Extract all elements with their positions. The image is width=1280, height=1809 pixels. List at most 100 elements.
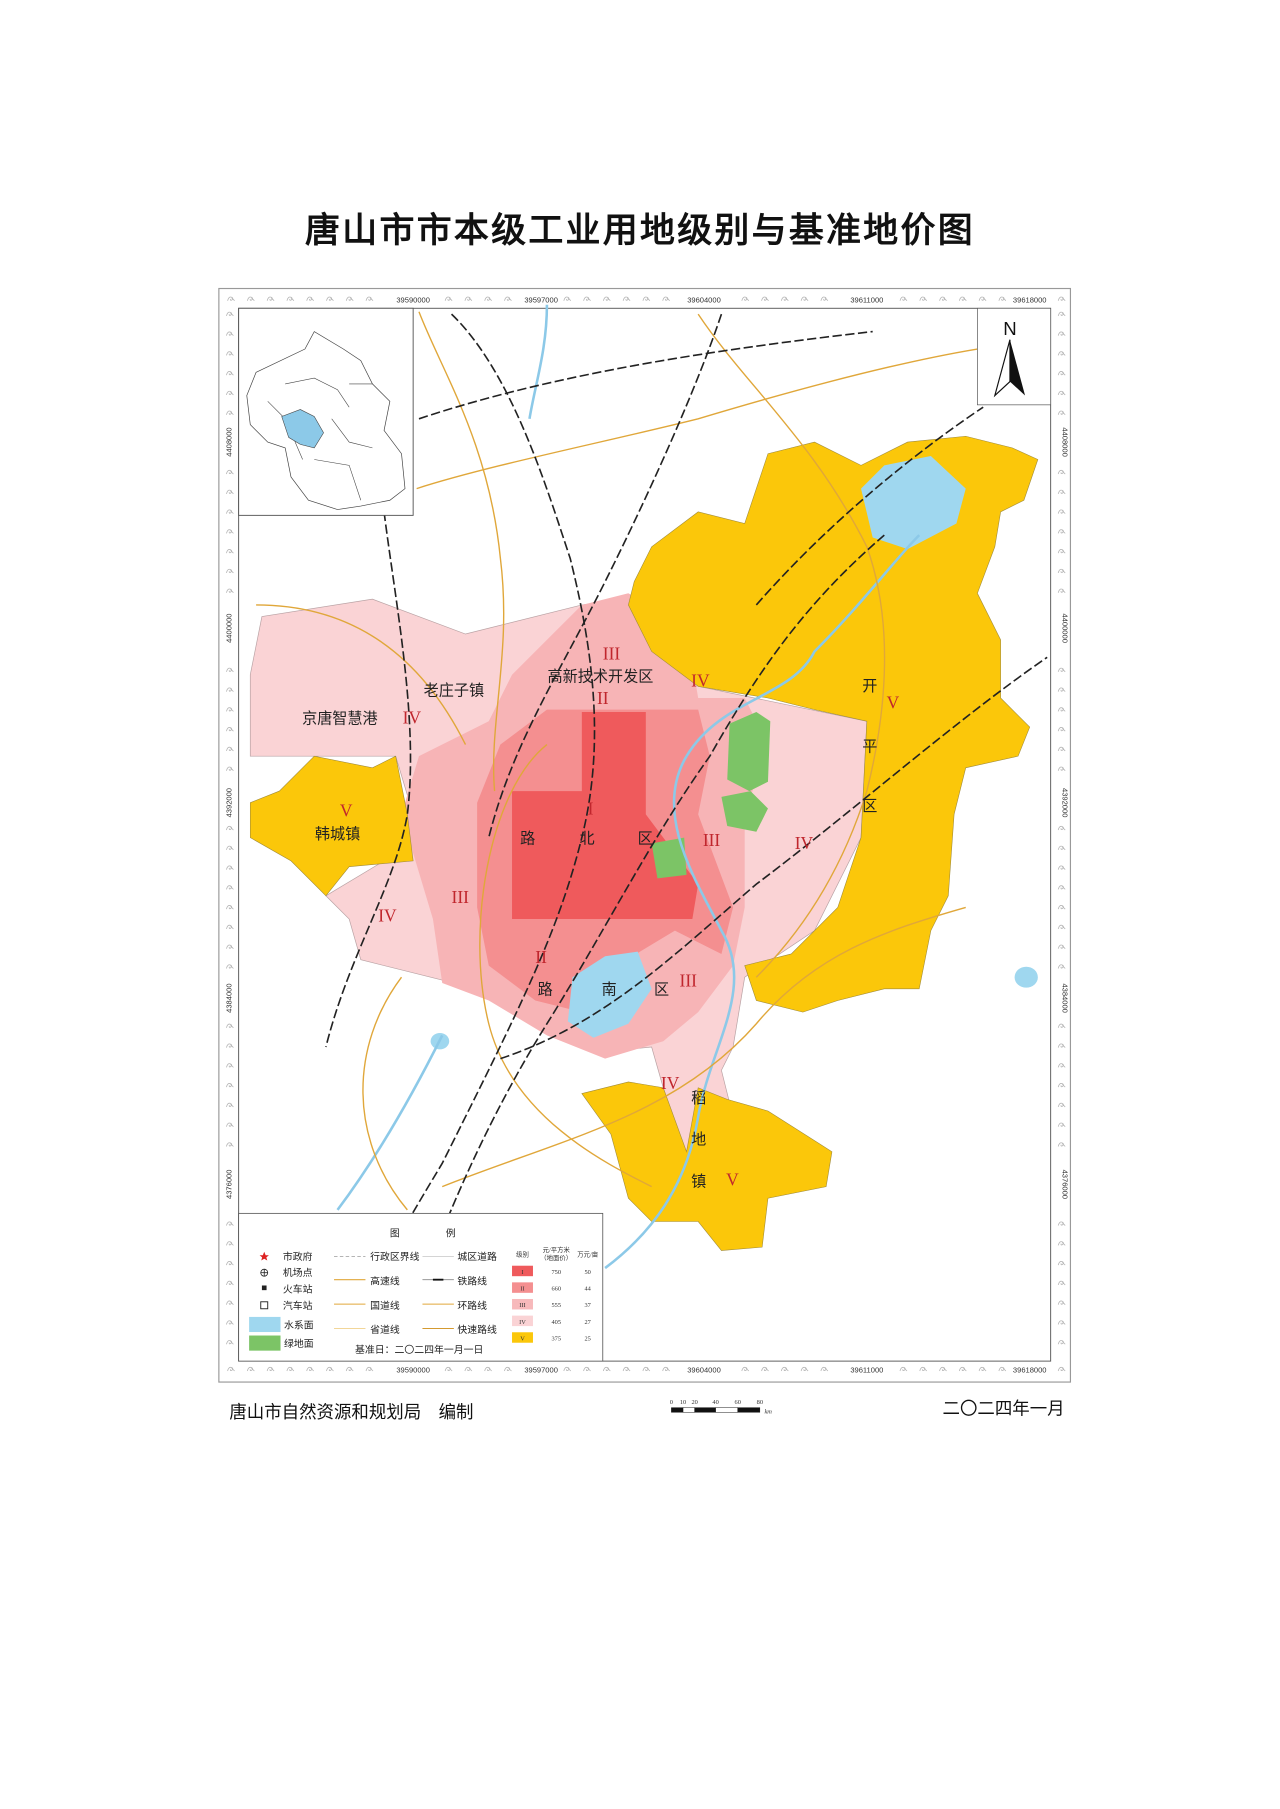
svg-text:高速线: 高速线 [370, 1274, 400, 1287]
grade-label: III [680, 971, 698, 991]
train-station-icon [261, 1285, 267, 1291]
border-ornament [226, 727, 234, 732]
border-ornament [1057, 1063, 1066, 1068]
border-ornament [1057, 1280, 1066, 1286]
svg-text:4408000: 4408000 [1060, 427, 1069, 456]
grade-V-zone-east [628, 435, 1039, 1013]
green-area [727, 711, 771, 792]
border-ornament [246, 1366, 255, 1372]
border-ornament [226, 1261, 234, 1266]
border-ornament [365, 1366, 374, 1372]
border-ornament [780, 1366, 789, 1372]
svg-text:（地面价）: （地面价） [540, 1253, 572, 1262]
border-ornament [1057, 1221, 1066, 1226]
border-ornament [1057, 1300, 1066, 1305]
border-ornament [662, 296, 670, 302]
grade-name: I [521, 1269, 523, 1276]
grade-swatch [512, 1298, 533, 1310]
border-ornament [226, 1043, 234, 1048]
green-area [721, 791, 768, 832]
border-ornament [464, 296, 473, 302]
border-ornament [1057, 1261, 1066, 1266]
border-ornament [820, 296, 829, 302]
highway [362, 976, 408, 1211]
green-area [651, 837, 687, 879]
river [336, 1034, 444, 1211]
svg-text:4392000: 4392000 [225, 788, 234, 817]
border-ornament [226, 667, 234, 673]
grade-swatch [512, 1282, 533, 1293]
border-ornament [226, 1280, 234, 1286]
border-ornament [563, 1366, 572, 1372]
border-ornament [226, 529, 234, 534]
svg-text:4376000: 4376000 [225, 1170, 234, 1199]
place-daodi-2: 地 [691, 1131, 706, 1149]
svg-text:快速路线: 快速路线 [457, 1323, 497, 1336]
north-arrow: N [977, 307, 1052, 406]
svg-text:级别: 级别 [516, 1249, 529, 1258]
grade-name: III [519, 1302, 525, 1309]
border-ornament [978, 296, 987, 302]
place-kaiping-3: 区 [862, 797, 877, 815]
river [528, 304, 549, 420]
border-ornament [1057, 371, 1066, 376]
border-ornament [1057, 1122, 1066, 1127]
svg-text:机场点: 机场点 [283, 1266, 313, 1279]
border-ornament [226, 1300, 234, 1305]
place-lubei-3: 区 [638, 829, 653, 847]
border-ornament [504, 1366, 512, 1372]
border-ornament [1057, 549, 1066, 554]
border-ornament [939, 1366, 947, 1372]
border-ornament [345, 296, 354, 302]
border-ornament [345, 1366, 354, 1372]
border-ornament [1057, 296, 1066, 302]
border-ornament [226, 1142, 234, 1147]
border-ornament [741, 296, 750, 302]
border-ornament [226, 1241, 234, 1246]
border-ornament [899, 1366, 908, 1372]
border-ornament [583, 296, 591, 302]
place-lunan-2: 南 [602, 981, 617, 999]
border-ornament [365, 296, 374, 302]
border-ornament [266, 296, 275, 302]
border-ornament [761, 1366, 769, 1372]
grade-price-mu: 50 [584, 1269, 590, 1276]
border-ornament [1057, 1102, 1066, 1108]
place-daodi-3: 镇 [691, 1173, 706, 1191]
border-ornament [1057, 1340, 1066, 1345]
border-ornament [444, 1366, 453, 1372]
border-ornament [226, 489, 234, 495]
border-ornament [1057, 944, 1066, 949]
north-label: N [1003, 318, 1016, 339]
grade-I-zone [512, 711, 699, 920]
grade-price-mu: 25 [584, 1335, 590, 1342]
border-ornament [602, 296, 611, 302]
border-ornament [622, 1366, 631, 1372]
grade-label: III [703, 830, 721, 850]
grade-swatch [512, 1332, 533, 1343]
base-date: 基准日：二〇二四年一月一日 [355, 1343, 483, 1356]
svg-text:火车站: 火车站 [283, 1282, 313, 1295]
map-body[interactable]: 京唐智慧港 老庄子镇 高新技术开发区 韩城镇 路 北 区 路 南 区 开 平 区… [249, 304, 1048, 1339]
svg-text:环路线: 环路线 [457, 1299, 487, 1312]
svg-text:国道线: 国道线 [370, 1299, 400, 1312]
airport-icon [260, 1268, 269, 1277]
place-jingtang: 京唐智慧港 [302, 710, 378, 728]
grade-label: I [588, 798, 594, 818]
border-ornament [1057, 469, 1066, 475]
highway [697, 313, 886, 978]
border-ornament [226, 825, 234, 831]
svg-text:39618000: 39618000 [1013, 295, 1047, 304]
border-ornament [226, 371, 234, 376]
border-ornament [1057, 588, 1066, 594]
border-ornament [800, 1366, 809, 1372]
highway [441, 906, 966, 1188]
border-ornament [227, 296, 235, 302]
grade-swatch [512, 1265, 533, 1277]
border-ornament [998, 1366, 1007, 1372]
border-ornament [1057, 351, 1066, 356]
border-ornament [306, 296, 314, 302]
grade-label: III [452, 887, 470, 907]
border-ornament [226, 964, 234, 969]
svg-text:铁路线: 铁路线 [457, 1274, 487, 1287]
